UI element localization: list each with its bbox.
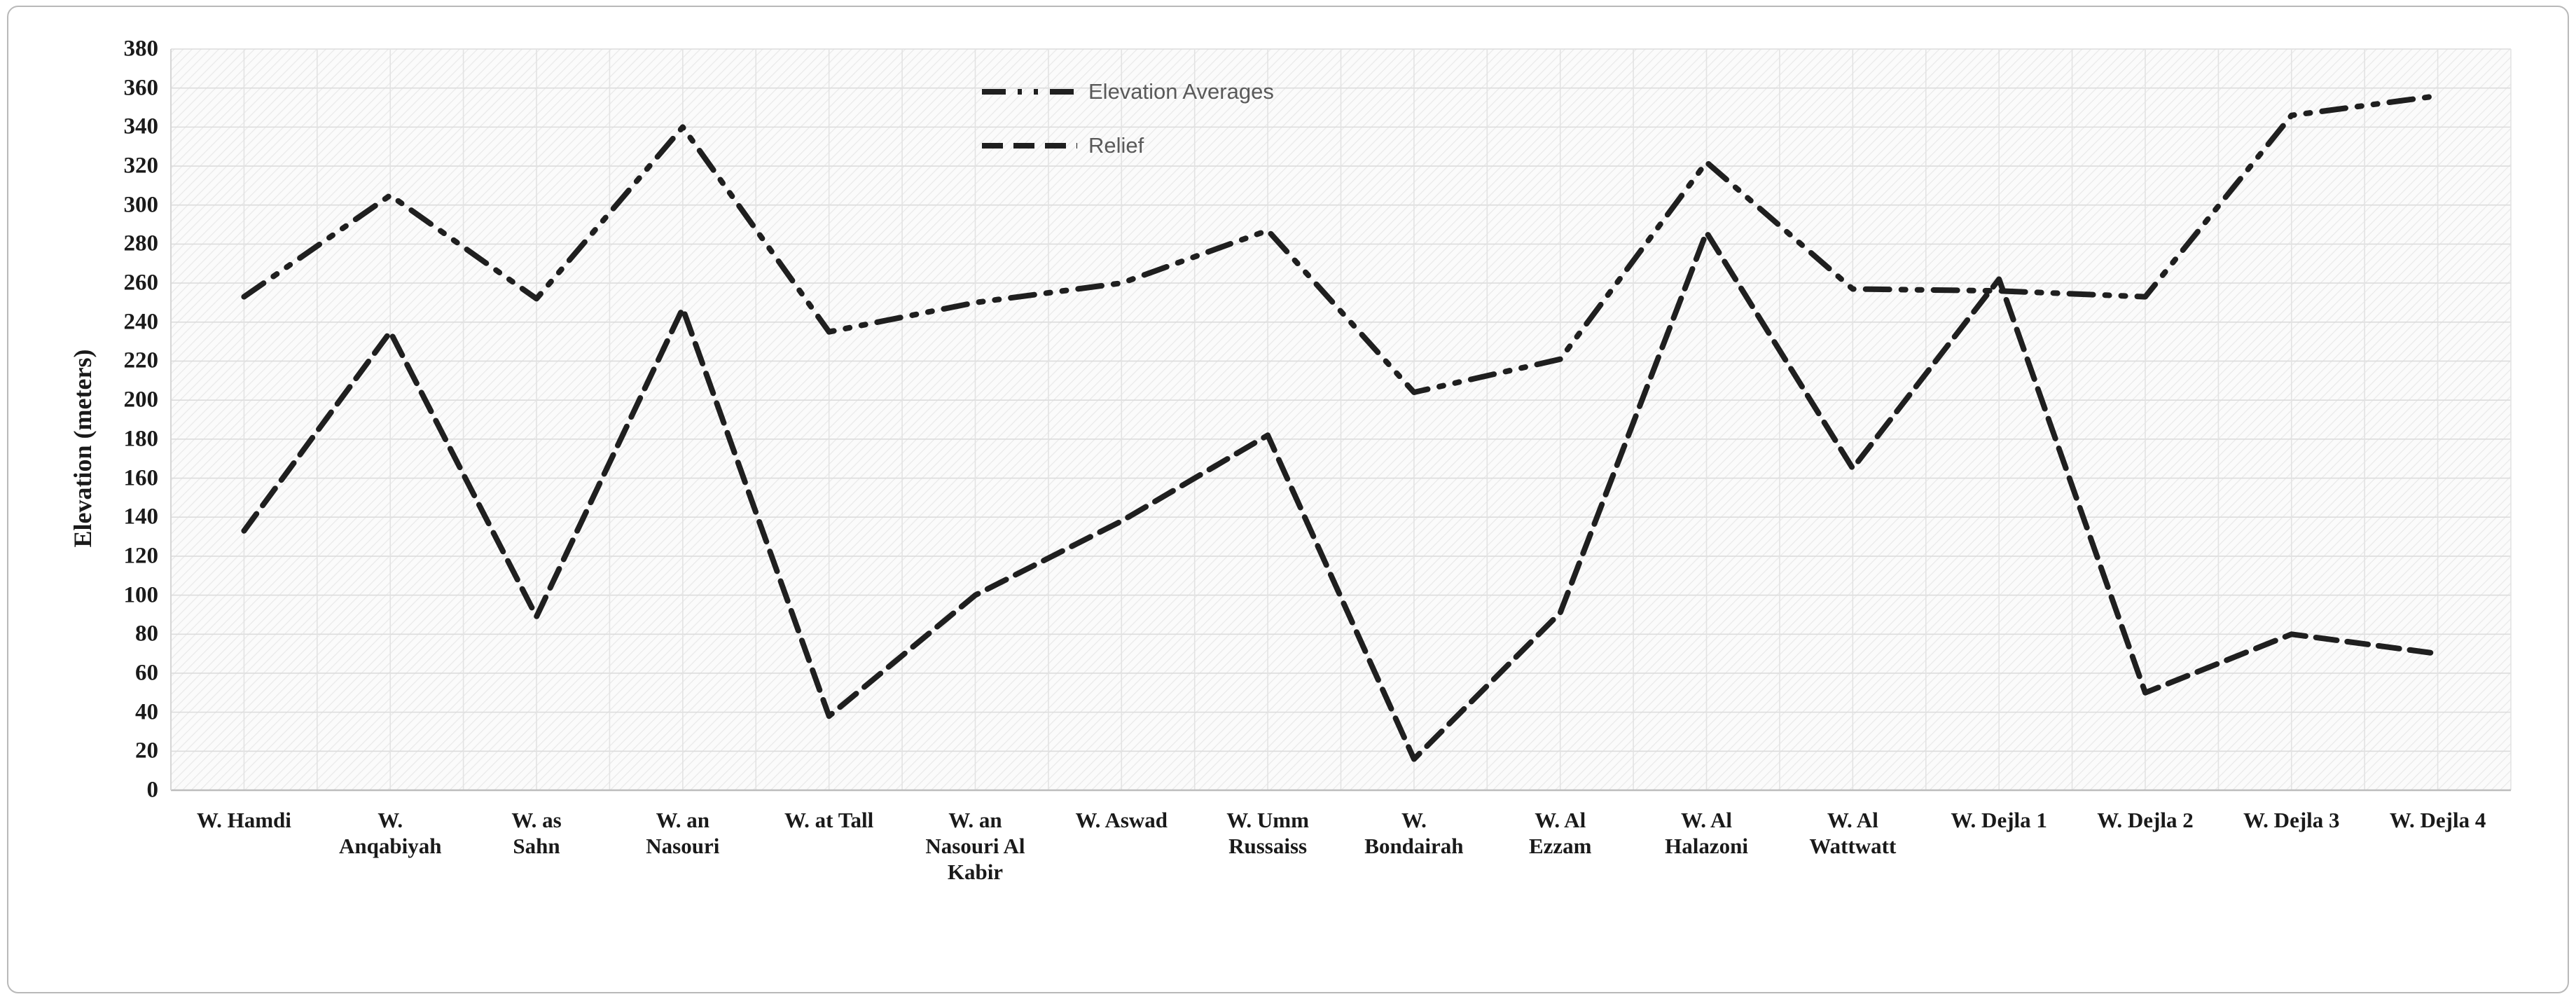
y-tick-label: 180 [123,426,159,452]
series-line-relief [241,229,2441,762]
legend-label: Elevation Averages [1088,79,1274,104]
x-category-label: W. Bondairah [1364,808,1464,858]
y-tick-label: 220 [123,347,159,373]
x-category-label: W. an Nasouri [646,808,720,858]
x-category-label: W. Aswad [1075,808,1168,832]
y-tick-label: 260 [123,270,159,296]
x-category-label: W. an Nasouri Al Kabir [925,808,1025,884]
y-tick-label: 200 [123,387,159,413]
x-category-label: W. Al Wattwatt [1809,808,1897,858]
y-tick-label: 240 [123,309,159,335]
x-category-label: W. Umm Russaiss [1226,808,1309,858]
series-line-elevation-averages [241,92,2441,395]
x-category-label: W. Dejla 2 [2097,808,2194,832]
y-tick-label: 160 [123,465,159,491]
y-tick-label: 140 [123,504,159,530]
x-category-label: W. Hamdi [196,808,291,832]
y-tick-label: 120 [123,543,159,569]
x-category-label: W. Dejla 1 [1951,808,2047,832]
x-category-label: W. Anqabiyah [338,808,442,858]
y-tick-label: 60 [135,660,158,686]
x-category-label: W. at Tall [784,808,874,832]
x-category-label: W. Dejla 4 [2389,808,2486,832]
y-tick-label: 360 [123,75,159,101]
y-tick-label: 40 [135,699,158,725]
x-category-label: W. Dejla 3 [2243,808,2340,832]
x-category-label: W. as Sahn [511,808,562,858]
legend-line-sample-dashed-icon [982,143,1077,149]
legend-item-elevation-averages: Elevation Averages [981,78,1274,106]
y-tick-label: 340 [123,113,159,139]
y-tick-label: 100 [123,582,159,608]
y-tick-label: 300 [123,192,159,218]
y-tick-label: 0 [146,777,159,803]
y-tick-label: 380 [123,36,159,62]
y-tick-label: 20 [135,738,158,764]
y-tick-label: 80 [135,621,158,647]
legend-label: Relief [1088,133,1144,158]
legend-line-sample-dash-dot-dot-icon [982,89,1077,95]
x-category-label: W. Al Ezzam [1528,808,1592,858]
y-tick-label: 320 [123,153,159,179]
legend-item-relief: Relief [981,132,1144,160]
x-category-label: W. Al Halazoni [1665,808,1748,858]
y-tick-label: 280 [123,230,159,256]
